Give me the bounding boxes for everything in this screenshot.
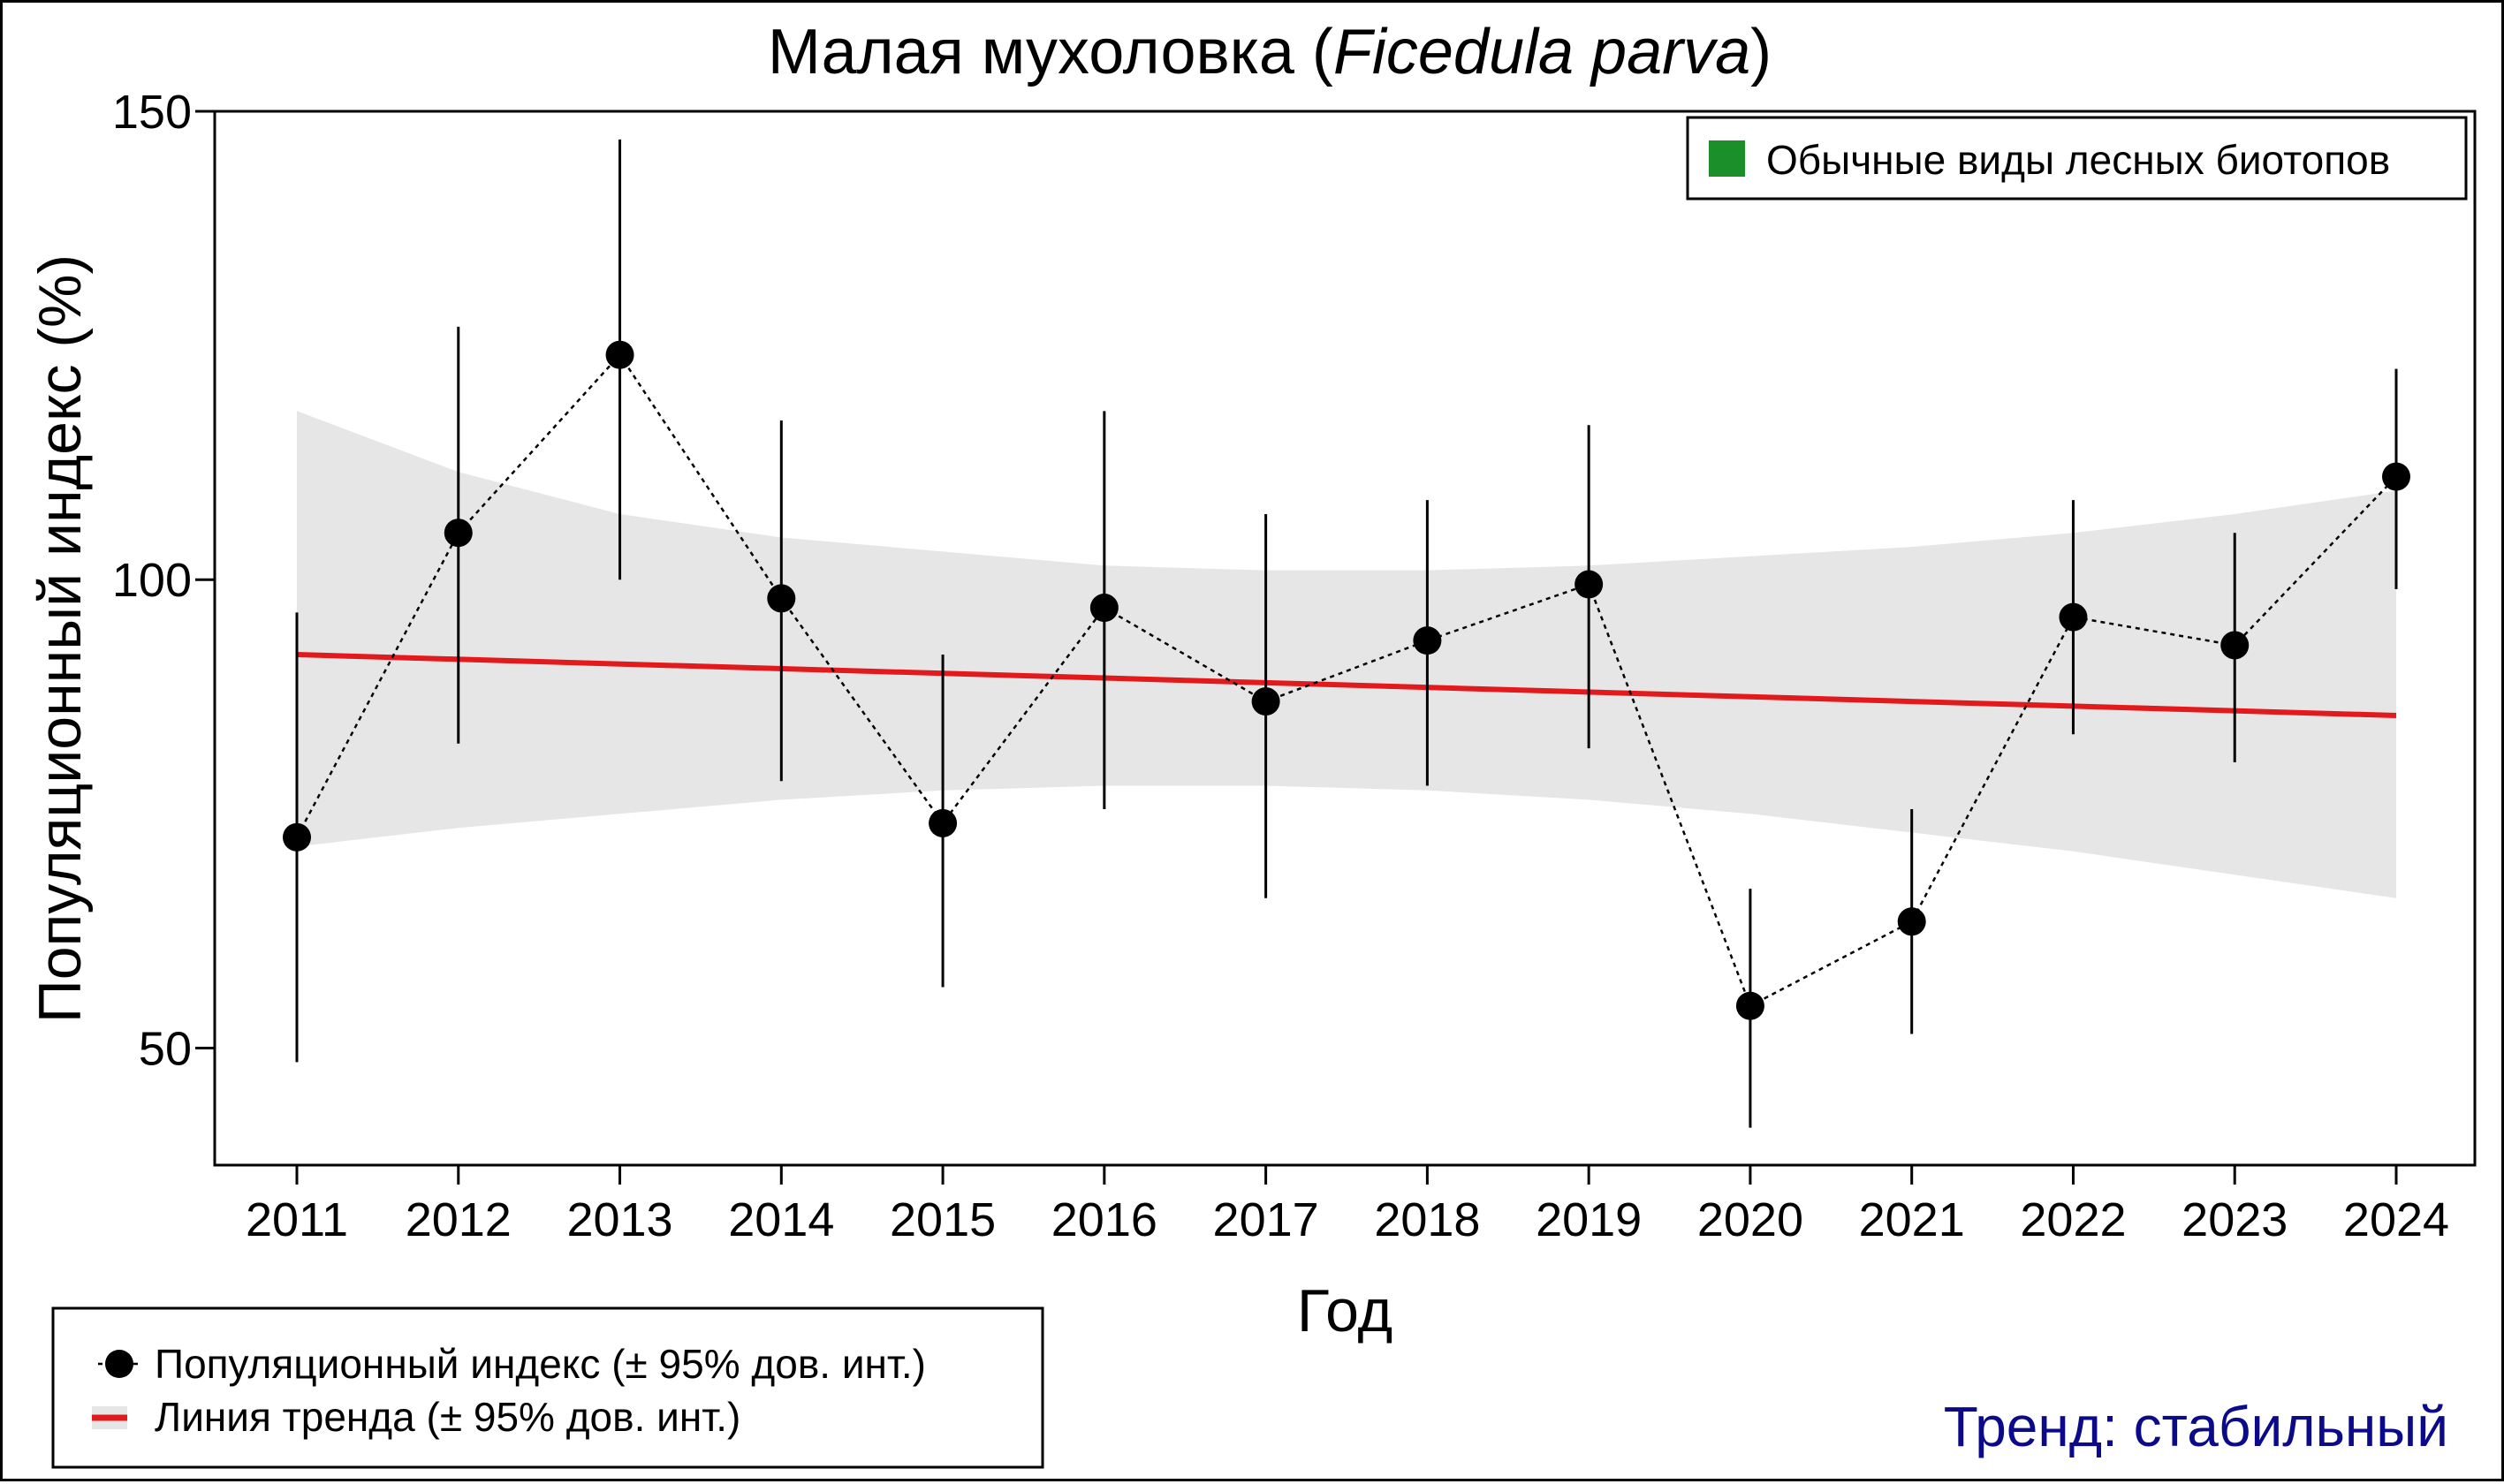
data-point-2019 (1574, 570, 1604, 599)
habitat-legend: Обычные виды лесных биотопов (1686, 116, 2468, 201)
data-point-2021 (1897, 907, 1926, 936)
data-point-2016 (1089, 594, 1119, 623)
index-legend-marker (105, 1350, 133, 1378)
data-point-2020 (1735, 991, 1764, 1020)
index-dotted-connector (295, 352, 2397, 1008)
x-tick-label-2020: 2020 (1697, 1193, 1803, 1246)
chart-title: Малая мухоловка (Ficedula parva) (768, 17, 1772, 87)
data-point-2023 (2220, 631, 2250, 660)
index-legend-label: Популяционный индекс (± 95% дов. инт.) (155, 1341, 926, 1387)
x-tick-label-2018: 2018 (1374, 1193, 1480, 1246)
x-tick-label-2023: 2023 (2182, 1193, 2288, 1246)
x-tick-label-2012: 2012 (406, 1193, 512, 1246)
trend-legend-label: Линия тренда (± 95% дов. инт.) (155, 1394, 740, 1440)
y-tick-label-100: 100 (112, 554, 192, 607)
data-point-2018 (1413, 626, 1442, 655)
habitat-legend-box (1686, 116, 2468, 201)
data-point-2013 (605, 340, 634, 369)
trend-confidence-band (297, 411, 2396, 898)
data-point-2024 (2382, 462, 2410, 491)
data-point-2015 (929, 808, 958, 837)
plot-area-border (213, 110, 2477, 1167)
point-layer (283, 340, 2410, 1020)
x-tick-label-2024: 2024 (2343, 1193, 2449, 1246)
trend-status-label: Тренд: стабильный (1944, 1395, 2448, 1458)
data-point-2014 (767, 584, 796, 613)
chart-svg: Малая мухоловка (Ficedula parva) 50 100 15… (27, 17, 2477, 1469)
x-tick-label-2014: 2014 (728, 1193, 834, 1246)
data-point-2022 (2059, 602, 2088, 632)
x-axis: 2011 2012 2013 2014 2015 2016 2017 2018 2019 2020… (246, 1165, 2449, 1246)
connector-layer (295, 352, 2397, 1008)
data-point-2012 (444, 519, 473, 548)
data-point-2017 (1251, 687, 1280, 716)
trend-layer (296, 652, 2397, 718)
y-tick-label-50: 50 (139, 1022, 192, 1075)
x-tick-label-2021: 2021 (1859, 1193, 1965, 1246)
y-axis: 50 100 150 (112, 86, 215, 1075)
series-legend: Популяционный индекс (± 95% дов. инт.) Л… (51, 1306, 1044, 1469)
x-tick-label-2013: 2013 (566, 1193, 672, 1246)
x-tick-label-2015: 2015 (890, 1193, 996, 1246)
series-legend-box (51, 1306, 1044, 1469)
x-tick-label-2017: 2017 (1213, 1193, 1319, 1246)
y-tick-label-150: 150 (112, 86, 192, 139)
x-tick-label-2019: 2019 (1536, 1193, 1642, 1246)
trend-line (296, 652, 2397, 718)
x-tick-label-2022: 2022 (2020, 1193, 2126, 1246)
y-axis-label: Популяционный индекс (%) (27, 254, 94, 1023)
habitat-color-swatch (1709, 140, 1745, 177)
data-point-2011 (283, 822, 311, 852)
x-tick-label-2016: 2016 (1051, 1193, 1157, 1246)
x-tick-label-2011: 2011 (246, 1193, 348, 1246)
habitat-legend-label: Обычные виды лесных биотопов (1766, 137, 2390, 183)
x-axis-label: Год (1297, 1277, 1392, 1344)
